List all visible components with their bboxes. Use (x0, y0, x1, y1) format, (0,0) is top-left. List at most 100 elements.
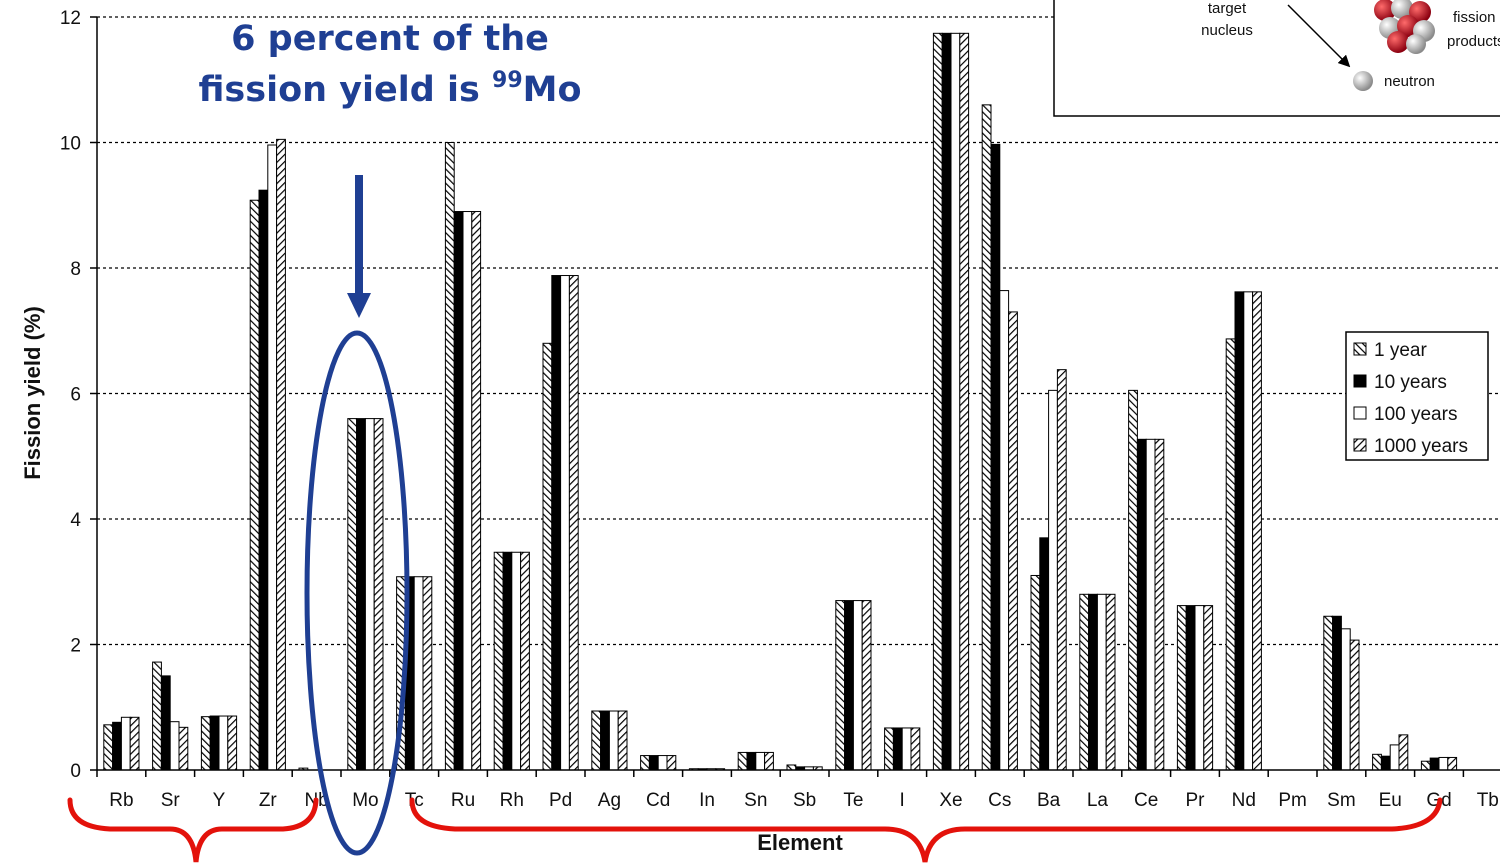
bar (999, 290, 1010, 771)
bar (267, 144, 278, 771)
callout-line-2-prefix: fission yield is (198, 70, 492, 110)
bar (755, 751, 766, 771)
bar (1252, 291, 1262, 771)
x-category-label: Ag (598, 790, 621, 811)
bar-group-gd (1420, 756, 1458, 771)
x-category-label: Pr (1186, 790, 1206, 811)
bar (568, 275, 579, 771)
bar-group-tc (396, 576, 433, 771)
bar (1039, 537, 1050, 771)
x-category-label: Rh (500, 790, 524, 811)
bar (746, 751, 757, 771)
x-axis (96, 769, 1500, 777)
x-category-label: La (1087, 790, 1109, 811)
bar (764, 751, 774, 771)
x-category-label: Sb (793, 790, 816, 811)
bar-group-te (835, 600, 872, 771)
x-category-label: Sr (161, 790, 181, 811)
x-category-label: Te (843, 790, 863, 811)
bar (444, 142, 455, 771)
bar (200, 716, 211, 771)
bar (1447, 756, 1458, 771)
bar (129, 716, 140, 771)
bar-group-sr (152, 661, 189, 771)
bar-group-sn (737, 751, 774, 771)
bar (462, 211, 473, 771)
bar (1128, 389, 1138, 771)
inset-target-label-2: nucleus (1201, 22, 1253, 39)
bar (884, 727, 894, 771)
bar-group-la (1079, 593, 1116, 771)
inset-neutron-arrow (1287, 4, 1351, 68)
bar (1136, 438, 1147, 771)
bar (950, 32, 961, 771)
x-axis-title: Element (757, 830, 843, 855)
x-category-label: Ce (1134, 790, 1158, 811)
x-category-label: Pm (1278, 790, 1307, 811)
y-tick-label: 2 (70, 636, 81, 657)
bar (600, 710, 610, 771)
bar (1332, 615, 1342, 771)
bar (1096, 593, 1107, 771)
callout-line-2-suffix: Mo (523, 70, 582, 110)
inset-neutron-label: neutron (1384, 73, 1435, 90)
bar (373, 418, 384, 771)
bar (560, 275, 570, 771)
x-category-label: In (699, 790, 715, 811)
bar (178, 726, 189, 771)
legend-label: 100 years (1374, 404, 1457, 425)
bar (413, 576, 424, 771)
bar (640, 755, 650, 771)
x-category-label: Cs (988, 790, 1011, 811)
bar (160, 675, 171, 771)
legend-swatch (1353, 406, 1367, 420)
bar (364, 418, 375, 771)
bar (249, 199, 260, 771)
bar (1030, 574, 1041, 771)
x-category-label: Zr (259, 790, 278, 811)
bar-group-ba (1030, 369, 1067, 771)
legend-swatch (1353, 342, 1367, 356)
bar (218, 715, 229, 771)
right-red-bracket (409, 797, 1443, 863)
bar (209, 715, 220, 771)
bar (152, 661, 162, 771)
bar (1389, 744, 1400, 771)
bar (227, 715, 238, 771)
y-tick-label: 8 (70, 259, 81, 280)
legend: 1 year 10 years 100 years 1000 years (1345, 331, 1489, 461)
x-category-label: Rb (109, 790, 133, 811)
bar (835, 600, 846, 771)
bar-group-pd (542, 275, 579, 771)
x-category-label: Ba (1037, 790, 1061, 811)
y-tick-label: 6 (70, 385, 81, 406)
bar (1079, 593, 1090, 771)
bar (1340, 628, 1351, 771)
bar-group-pr (1176, 605, 1214, 771)
bar (1048, 389, 1058, 771)
bar (861, 600, 872, 771)
legend-label: 1 year (1374, 340, 1427, 361)
bar (941, 32, 952, 771)
bar (471, 211, 482, 771)
bar-group-rb (103, 716, 140, 771)
bar (1323, 615, 1334, 771)
bar (844, 600, 854, 771)
bar-group-i (884, 727, 921, 771)
x-category-label: Sn (744, 790, 767, 811)
bar (591, 710, 602, 771)
legend-box (1345, 331, 1489, 461)
bar (910, 727, 921, 771)
bar (1088, 593, 1098, 771)
bar (1429, 757, 1440, 771)
bar-group-zr (249, 138, 286, 771)
legend-label: 10 years (1374, 372, 1447, 393)
bar (1203, 605, 1214, 771)
bar (551, 275, 562, 771)
bar (1438, 756, 1449, 771)
bar (169, 721, 180, 771)
x-category-label: Cd (646, 790, 670, 811)
bar (737, 751, 748, 771)
inset-fission-label-1: fission (1453, 9, 1496, 26)
x-category-label: Tb (1477, 790, 1499, 811)
